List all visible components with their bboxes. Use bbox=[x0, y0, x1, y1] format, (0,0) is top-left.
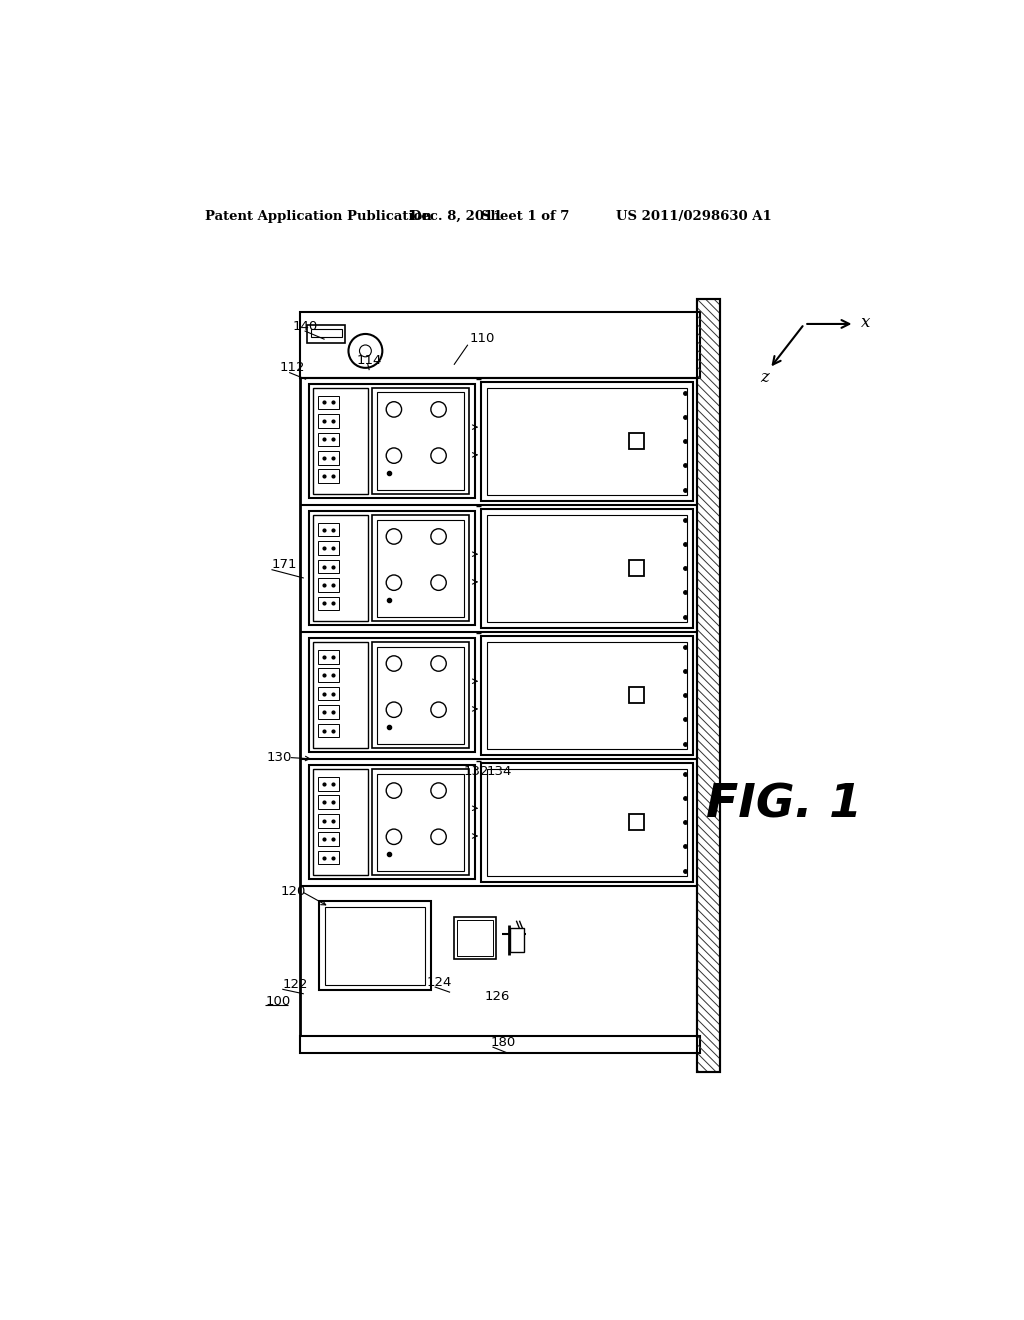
Text: 130: 130 bbox=[266, 751, 292, 764]
Bar bbox=[481, 381, 692, 502]
Bar bbox=[317, 433, 339, 446]
Bar bbox=[317, 686, 339, 701]
Text: x: x bbox=[860, 314, 870, 331]
Circle shape bbox=[348, 334, 382, 368]
Bar bbox=[313, 770, 369, 875]
Text: US 2011/0298630 A1: US 2011/0298630 A1 bbox=[615, 210, 771, 223]
Bar bbox=[317, 470, 339, 483]
Circle shape bbox=[386, 702, 401, 718]
Circle shape bbox=[386, 576, 401, 590]
Bar bbox=[325, 907, 425, 985]
Bar bbox=[317, 523, 339, 536]
Text: 110: 110 bbox=[469, 333, 495, 345]
Bar bbox=[317, 560, 339, 573]
Bar bbox=[481, 636, 692, 755]
Bar bbox=[317, 649, 339, 664]
Text: 124: 124 bbox=[427, 975, 453, 989]
Bar bbox=[377, 392, 464, 490]
Text: 134: 134 bbox=[486, 764, 512, 777]
Bar bbox=[319, 902, 431, 990]
Bar bbox=[377, 647, 464, 743]
Text: 114: 114 bbox=[357, 354, 382, 367]
Text: Sheet 1 of 7: Sheet 1 of 7 bbox=[481, 210, 569, 223]
Circle shape bbox=[386, 447, 401, 463]
Bar bbox=[377, 774, 464, 871]
Bar bbox=[373, 515, 469, 622]
Bar bbox=[309, 638, 475, 752]
Bar bbox=[377, 520, 464, 616]
Bar bbox=[317, 578, 339, 591]
Bar bbox=[487, 770, 686, 876]
Text: Patent Application Publication: Patent Application Publication bbox=[205, 210, 432, 223]
Text: 122: 122 bbox=[283, 978, 308, 991]
Bar bbox=[313, 388, 369, 494]
Text: 180: 180 bbox=[490, 1036, 516, 1049]
Circle shape bbox=[386, 656, 401, 671]
Circle shape bbox=[386, 829, 401, 845]
Bar bbox=[310, 330, 342, 337]
Bar bbox=[317, 597, 339, 610]
Bar bbox=[317, 668, 339, 682]
Circle shape bbox=[431, 829, 446, 845]
Bar bbox=[317, 396, 339, 409]
Bar bbox=[300, 1036, 700, 1053]
Text: z: z bbox=[761, 370, 769, 387]
Bar bbox=[481, 763, 692, 882]
Circle shape bbox=[386, 401, 401, 417]
Bar bbox=[696, 298, 720, 1072]
Text: 132: 132 bbox=[463, 764, 488, 777]
Bar bbox=[313, 515, 369, 622]
Bar bbox=[487, 515, 686, 622]
Text: 112: 112 bbox=[280, 362, 305, 375]
Bar bbox=[317, 776, 339, 791]
Text: 126: 126 bbox=[484, 990, 510, 1003]
Circle shape bbox=[386, 783, 401, 799]
Bar bbox=[317, 723, 339, 738]
Bar bbox=[317, 705, 339, 719]
Circle shape bbox=[431, 576, 446, 590]
Bar bbox=[300, 313, 700, 378]
Bar bbox=[309, 511, 475, 626]
Bar bbox=[481, 508, 692, 628]
Bar bbox=[454, 917, 497, 960]
Bar bbox=[629, 688, 644, 702]
Bar bbox=[629, 814, 644, 830]
Circle shape bbox=[431, 783, 446, 799]
Text: 100: 100 bbox=[265, 995, 291, 1008]
Bar bbox=[510, 928, 524, 952]
Bar bbox=[373, 388, 469, 494]
Circle shape bbox=[431, 401, 446, 417]
Bar bbox=[317, 451, 339, 465]
Bar bbox=[317, 541, 339, 554]
Bar bbox=[313, 642, 369, 748]
Bar bbox=[317, 832, 339, 846]
Text: 120: 120 bbox=[281, 884, 306, 898]
Bar bbox=[317, 795, 339, 809]
Bar bbox=[487, 642, 686, 748]
Bar bbox=[373, 770, 469, 875]
Bar bbox=[309, 766, 475, 879]
Bar bbox=[307, 326, 345, 343]
Bar bbox=[317, 850, 339, 865]
Bar bbox=[457, 920, 494, 956]
Bar bbox=[696, 298, 720, 1072]
Circle shape bbox=[431, 529, 446, 544]
Text: FIG. 1: FIG. 1 bbox=[706, 783, 861, 828]
Bar bbox=[629, 433, 644, 449]
Bar bbox=[373, 642, 469, 748]
Bar bbox=[317, 813, 339, 828]
Circle shape bbox=[431, 702, 446, 718]
Circle shape bbox=[431, 656, 446, 671]
Text: 140: 140 bbox=[292, 319, 317, 333]
Circle shape bbox=[386, 529, 401, 544]
Circle shape bbox=[359, 345, 372, 356]
Bar bbox=[317, 414, 339, 428]
Text: 171: 171 bbox=[271, 558, 297, 572]
Bar bbox=[300, 313, 700, 1052]
Bar bbox=[309, 384, 475, 498]
Circle shape bbox=[431, 447, 446, 463]
Bar bbox=[487, 388, 686, 495]
Text: Dec. 8, 2011: Dec. 8, 2011 bbox=[410, 210, 503, 223]
Bar bbox=[629, 560, 644, 576]
